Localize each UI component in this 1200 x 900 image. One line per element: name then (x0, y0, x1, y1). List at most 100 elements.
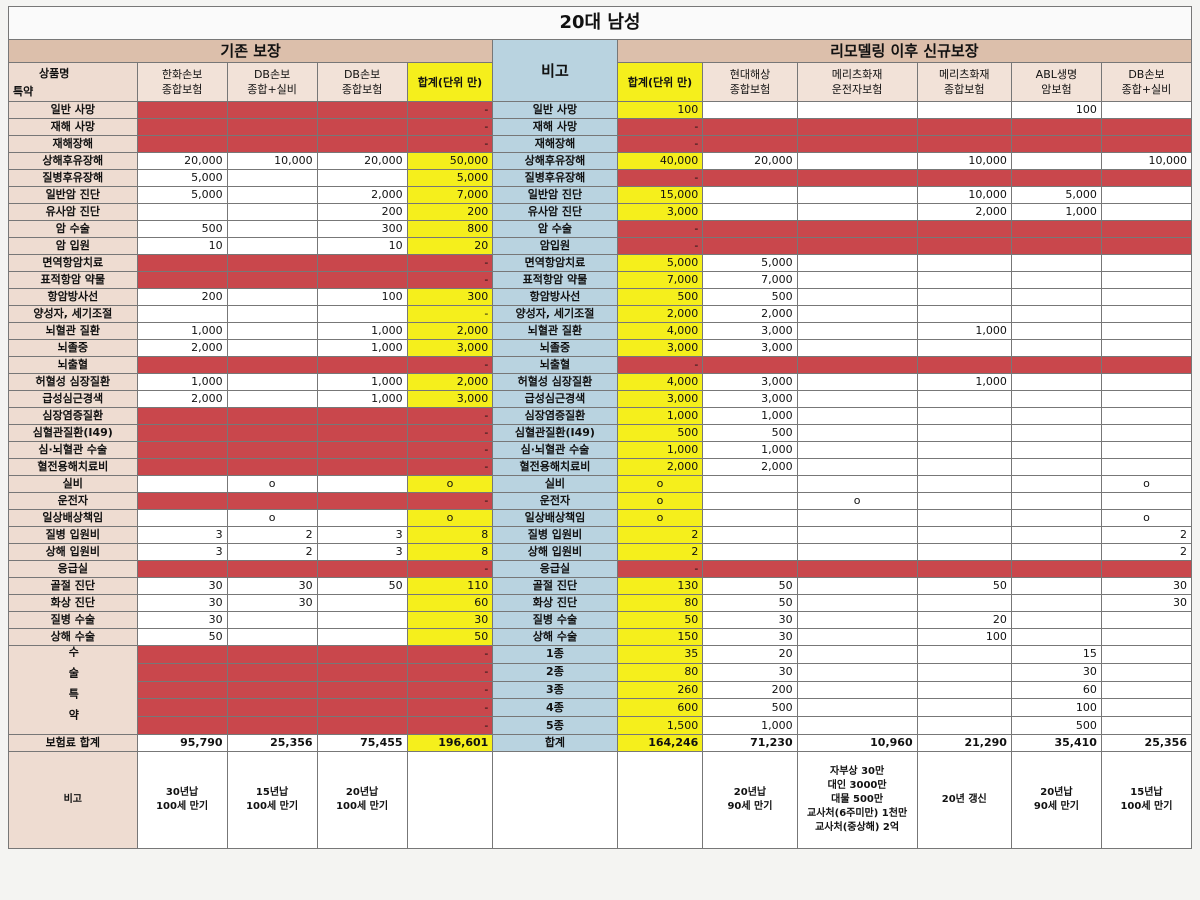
value-cell: 1,000 (916, 322, 1012, 340)
cell-text: 500 (1075, 718, 1097, 732)
cell-text: 2,000 (371, 188, 403, 201)
column-header: ABL생명 암보험 (1010, 62, 1102, 102)
cell-text: 95,790 (180, 736, 223, 749)
coverage-row: 실비 o o 실비 o o (8, 475, 1193, 493)
value-cell (136, 356, 228, 374)
cell-text: 2,000 (191, 392, 223, 405)
coverage-row: 운전자 - 운전자 o o (8, 492, 1193, 510)
cell-text: 20년납 (345, 787, 379, 798)
value-cell (226, 254, 318, 272)
cell-text: 양성자, 세기조절 (33, 307, 113, 320)
value-cell: 1,000 (136, 373, 228, 391)
sum-cell: 260 (616, 680, 704, 700)
cell-text: 5,000 (1065, 188, 1097, 201)
coverage-row: 골절 진단 30 30 50 110 골절 진단 130 50 50 30 (8, 577, 1193, 595)
value-cell (796, 186, 918, 204)
value-cell (1010, 407, 1102, 425)
value-cell: 100 (316, 288, 408, 306)
value-cell (316, 698, 408, 718)
cell-text: 20,000 (184, 154, 223, 167)
cell-text: 합계(단위 만) (627, 75, 693, 89)
cell-text: 실비 (544, 477, 566, 490)
row-label: 실비 (8, 475, 138, 493)
cell-text: 35,410 (1054, 736, 1097, 749)
coverage-row: 질병 입원비 3 2 3 8 질병 입원비 2 2 (8, 526, 1193, 544)
cell-text: 급성심근경색 (524, 392, 586, 405)
cell-text: 상해 입원비 (45, 545, 100, 558)
coverage-row: 수술특약 - 1종 35 20 15 (8, 645, 1193, 735)
value-cell (916, 645, 1012, 664)
value-cell (316, 662, 408, 682)
sum-cell: 100 (616, 101, 704, 119)
value-cell (1010, 475, 1102, 493)
value-cell: 500 (136, 220, 228, 238)
cell-text: 2 (1180, 528, 1187, 541)
value-cell: 1,000 (702, 716, 798, 735)
cell-text: 일반 사망 (532, 103, 578, 116)
coverage-row: 일반암 진단 5,000 2,000 7,000 일반암 진단 15,000 10,000 5… (8, 186, 1193, 204)
cell-text: 상해후유장해 (524, 154, 586, 167)
value-cell: 30 (1100, 594, 1193, 612)
value-cell (1100, 135, 1193, 153)
coverage-row: 혈전용해치료비 - 혈전용해치료비 2,000 2,000 (8, 458, 1193, 476)
sum-cell: - (616, 135, 704, 153)
cell-text: - (694, 562, 699, 575)
value-cell: 50 (316, 577, 408, 595)
value-cell (226, 492, 318, 510)
cell-text: 메리츠화재 (831, 68, 883, 81)
cell-text: 교사처(중상해) 2억 (815, 822, 900, 833)
cell-text: 4종 (546, 700, 564, 714)
value-cell: 30 (136, 611, 228, 629)
sum-cell: 30 (406, 611, 494, 629)
cell-text: o (446, 511, 454, 524)
sum-cell: - (406, 424, 494, 442)
value-cell (136, 118, 228, 136)
mid-label: 재해 사망 (492, 118, 618, 136)
mid-label: 급성심근경색 (492, 390, 618, 408)
column-header: 합계(단위 만) (406, 62, 494, 102)
cell-text: 2,000 (191, 341, 223, 354)
cell-text: 100 (381, 290, 403, 303)
value-cell (796, 135, 918, 153)
value-cell (1100, 237, 1193, 255)
cell-text: 재해장해 (52, 137, 94, 150)
coverage-row: 암 수술 500 300 800 암 수술 - (8, 220, 1193, 238)
cell-text: 500 (771, 290, 793, 303)
value-cell: 10,960 (796, 734, 918, 752)
value-cell (1100, 356, 1193, 374)
cell-text: 3종 (546, 682, 564, 696)
value-cell: 500 (702, 288, 798, 306)
cell-text: 비고 (541, 61, 569, 80)
value-cell (1010, 594, 1102, 612)
value-cell (136, 645, 228, 664)
cell-text: 30 (208, 579, 223, 592)
cell-text: - (484, 137, 489, 150)
cell-text: o (446, 477, 454, 490)
value-cell: 5,000 (136, 186, 228, 204)
cell-text: 기존 보장 (220, 42, 281, 60)
value-cell (226, 645, 318, 664)
value-cell (916, 475, 1012, 493)
cell-text: 7,000 (456, 188, 489, 201)
cell-text: 196,601 (438, 736, 489, 749)
value-cell (796, 118, 918, 136)
value-cell (1100, 492, 1193, 510)
cell-text: 5,000 (761, 256, 793, 269)
mid-label: 골절 진단 (492, 577, 618, 595)
value-cell (796, 390, 918, 408)
cell-text: 3,000 (761, 392, 793, 405)
cell-text: 종합보험 (161, 83, 203, 96)
value-cell (916, 220, 1012, 238)
sum-cell: 15,000 (616, 186, 704, 204)
cell-text: - (694, 171, 699, 184)
mid-label: 뇌혈관 질환 (492, 322, 618, 340)
value-cell: 15 (1010, 645, 1102, 664)
value-cell (796, 203, 918, 221)
value-cell: 100 (1010, 101, 1102, 119)
value-cell (1010, 169, 1102, 187)
row-label: 항암방사선 (8, 288, 138, 306)
value-cell (702, 101, 798, 119)
value-cell (796, 611, 918, 629)
cell-text: 상해 수술 (532, 630, 578, 643)
value-cell (1010, 458, 1102, 476)
